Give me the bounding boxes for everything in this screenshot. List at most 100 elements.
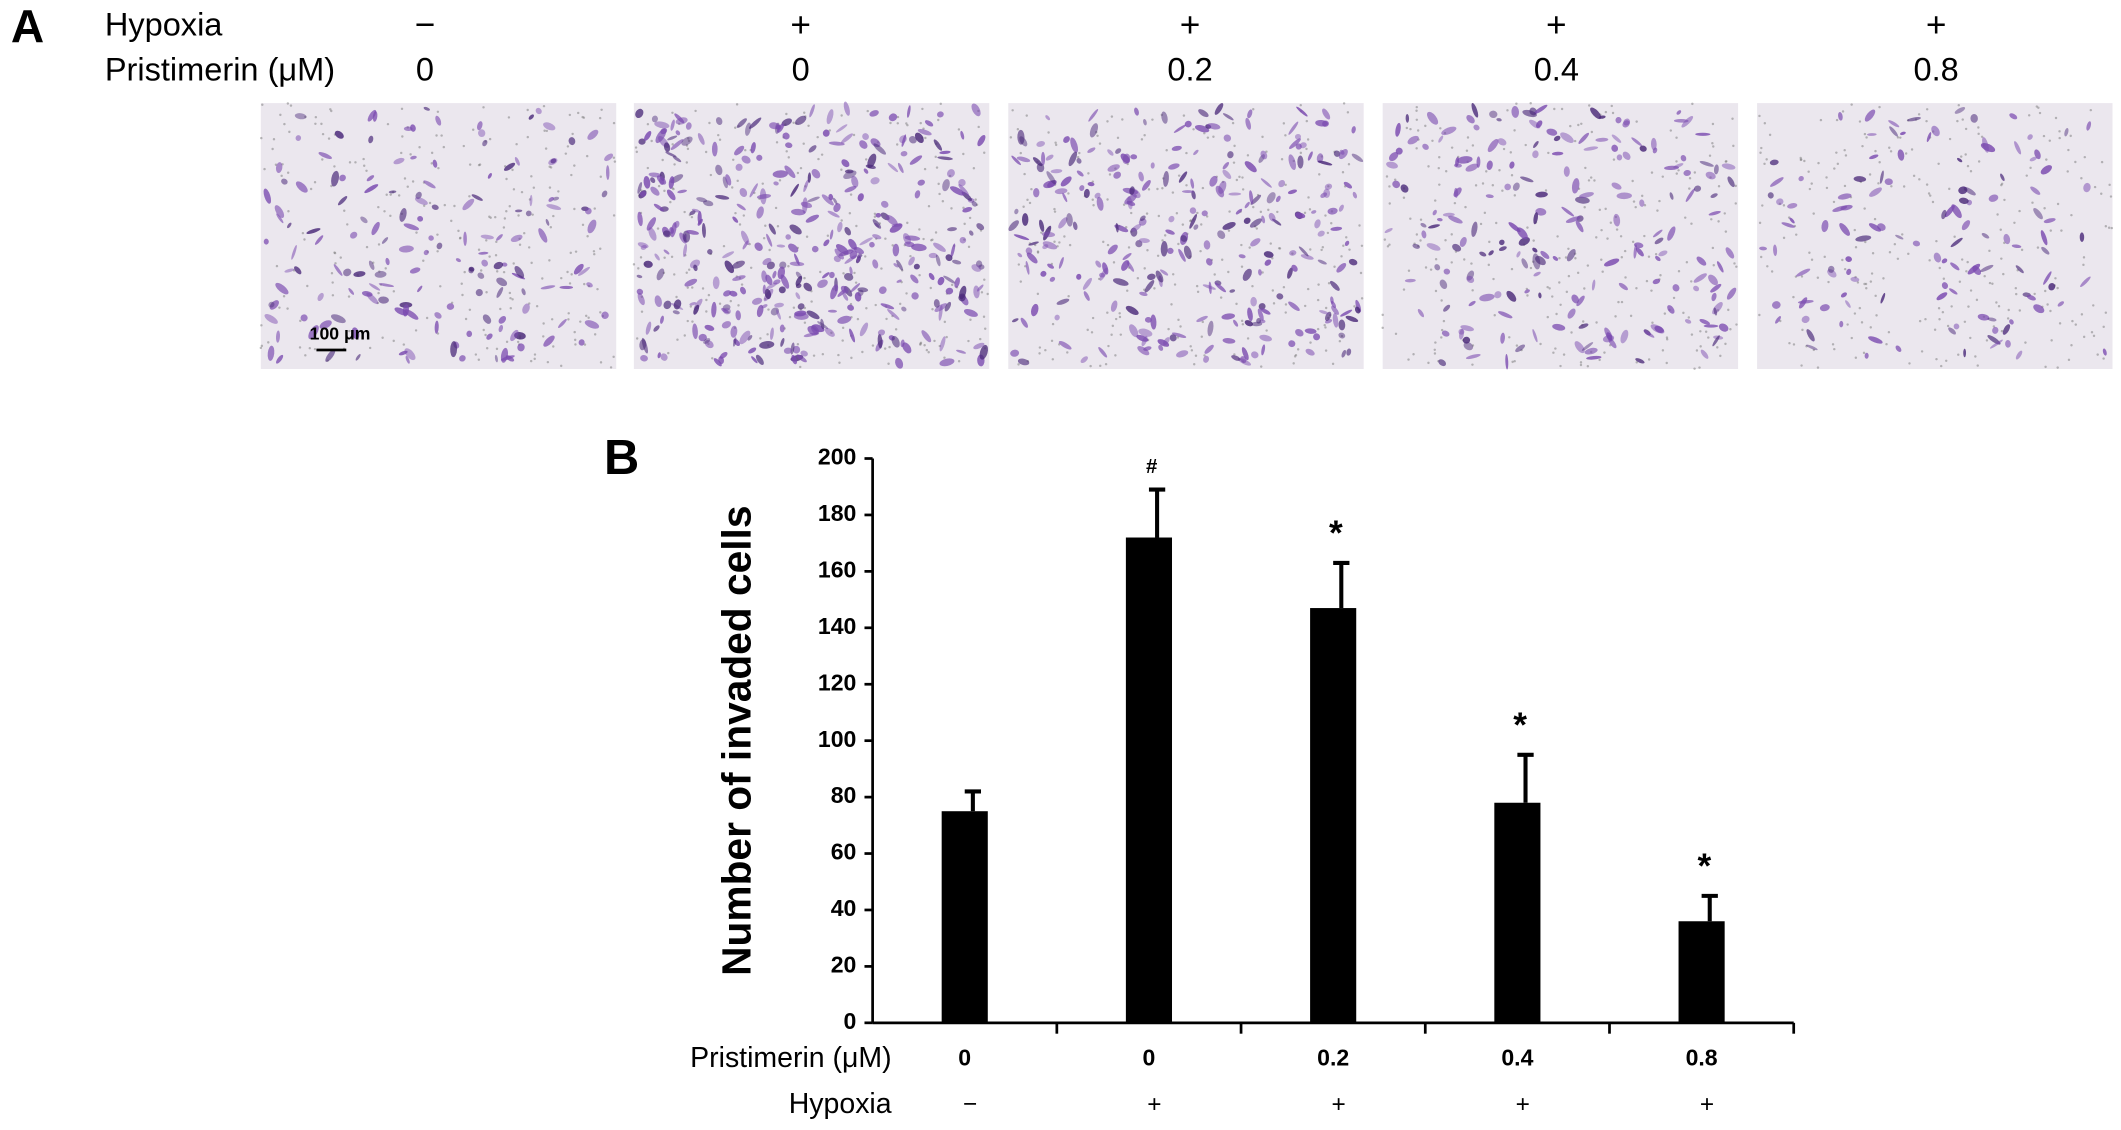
cell bbox=[1138, 328, 1153, 337]
pore bbox=[1967, 305, 1970, 308]
cell bbox=[1961, 220, 1971, 231]
scale-bar bbox=[316, 348, 347, 352]
pore bbox=[670, 255, 674, 259]
cell bbox=[1249, 218, 1262, 228]
cell bbox=[314, 235, 324, 245]
pore bbox=[683, 210, 686, 214]
cell bbox=[713, 358, 722, 367]
cell bbox=[807, 172, 812, 183]
cell bbox=[1532, 150, 1539, 159]
cell bbox=[568, 137, 576, 146]
cell bbox=[1343, 181, 1353, 189]
pore bbox=[1306, 138, 1310, 141]
pore bbox=[803, 111, 806, 114]
cell bbox=[973, 342, 985, 350]
pore bbox=[515, 142, 518, 146]
pore bbox=[1690, 222, 1693, 225]
pore bbox=[1716, 346, 1719, 349]
cell bbox=[1655, 255, 1661, 262]
cell bbox=[1712, 335, 1720, 347]
cell bbox=[724, 260, 735, 274]
pore bbox=[1735, 323, 1738, 326]
cell bbox=[550, 158, 557, 164]
cell bbox=[1207, 123, 1221, 130]
cell bbox=[1250, 238, 1261, 247]
cell bbox=[888, 113, 898, 122]
cell bbox=[1471, 103, 1479, 118]
cell bbox=[1351, 126, 1356, 134]
pore bbox=[1980, 135, 1984, 139]
pore bbox=[263, 167, 266, 171]
pore bbox=[1805, 345, 1808, 348]
pore bbox=[2058, 136, 2061, 140]
pore bbox=[1688, 187, 1691, 190]
pore bbox=[1948, 187, 1951, 191]
pore bbox=[935, 166, 939, 169]
cell bbox=[1584, 347, 1598, 355]
pore bbox=[1171, 191, 1175, 194]
cell bbox=[1276, 293, 1284, 300]
pore bbox=[1759, 151, 1762, 154]
cell bbox=[1196, 315, 1208, 323]
cell bbox=[756, 154, 763, 161]
pore bbox=[1471, 289, 1474, 292]
cell bbox=[1083, 188, 1090, 199]
pore bbox=[962, 206, 965, 210]
cell bbox=[368, 260, 375, 270]
pore bbox=[734, 211, 737, 215]
cell bbox=[1275, 195, 1281, 203]
pore bbox=[1053, 240, 1056, 243]
cell bbox=[330, 314, 346, 324]
pore bbox=[1570, 331, 1573, 334]
pristimerin-label: 0 bbox=[792, 51, 810, 87]
cell bbox=[2015, 265, 2024, 274]
cell bbox=[2027, 134, 2033, 140]
pore bbox=[411, 180, 415, 183]
pore bbox=[1044, 348, 1047, 352]
cell bbox=[665, 151, 677, 158]
pore bbox=[2029, 166, 2032, 170]
cell bbox=[1264, 259, 1272, 266]
cell bbox=[1635, 247, 1644, 257]
cell bbox=[736, 118, 747, 128]
pore bbox=[817, 157, 820, 161]
pore bbox=[401, 135, 404, 138]
pore bbox=[1766, 265, 1769, 268]
pore bbox=[1761, 204, 1764, 207]
cell bbox=[1781, 222, 1795, 228]
cell bbox=[682, 230, 691, 243]
pore bbox=[850, 356, 853, 360]
cell bbox=[1178, 171, 1188, 183]
cell bbox=[1498, 311, 1513, 319]
pore bbox=[632, 263, 636, 266]
pore bbox=[957, 128, 961, 131]
cell bbox=[1017, 358, 1030, 366]
cell bbox=[857, 287, 869, 293]
pore bbox=[1156, 254, 1160, 258]
pore bbox=[802, 142, 805, 145]
pore bbox=[503, 217, 507, 220]
pore bbox=[848, 212, 852, 215]
cell bbox=[1013, 234, 1030, 241]
pore bbox=[343, 209, 346, 212]
pore bbox=[2109, 195, 2113, 198]
cell bbox=[640, 355, 648, 362]
pore bbox=[327, 137, 331, 140]
cell bbox=[711, 301, 717, 318]
cell bbox=[741, 155, 751, 164]
pore bbox=[548, 186, 552, 189]
pore bbox=[581, 115, 584, 119]
pore bbox=[796, 171, 800, 175]
cell bbox=[1912, 240, 1921, 247]
cell bbox=[759, 341, 775, 349]
cell bbox=[325, 349, 336, 362]
cell bbox=[1260, 308, 1271, 315]
pore bbox=[1863, 132, 1867, 136]
pore bbox=[1997, 305, 2001, 308]
pore bbox=[1323, 323, 1326, 327]
pore bbox=[1765, 158, 1768, 161]
cell bbox=[887, 162, 899, 173]
cell bbox=[693, 304, 700, 315]
pore bbox=[1309, 248, 1312, 251]
pore bbox=[1650, 171, 1654, 174]
